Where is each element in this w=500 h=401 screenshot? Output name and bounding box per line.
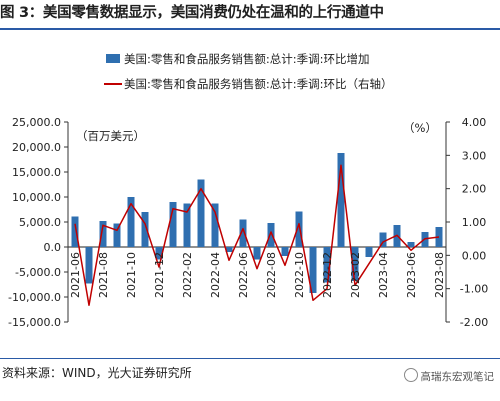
bar	[351, 247, 359, 281]
bar	[85, 247, 93, 284]
bar	[169, 202, 177, 247]
right-tick-label: -1.00	[460, 283, 488, 296]
left-tick-label: 15,000.0	[12, 166, 61, 179]
watermark: 高瑞东宏观笔记	[403, 368, 495, 384]
legend-line-label: 美国:零售和食品服务销售额:总计:季调:环比（右轴）	[124, 77, 393, 91]
x-tick-label: 2022-12	[321, 252, 334, 298]
bar	[113, 223, 121, 247]
bar	[379, 232, 387, 247]
bar	[309, 247, 317, 293]
bar	[197, 179, 205, 247]
bottom-rule	[0, 358, 500, 359]
x-tick-label: 2023-02	[349, 252, 362, 298]
tick-labels: 25,000.0 20,000.0 15,000.0 10,000.0 5,000.0 0…	[8, 116, 488, 329]
bar	[71, 216, 79, 247]
x-tick-label: 2022-04	[209, 252, 222, 298]
x-tick-label: 2022-02	[181, 252, 194, 298]
bar	[253, 247, 261, 260]
bar	[99, 221, 107, 247]
right-tick-label: 4.00	[462, 116, 487, 129]
x-tick-label: 2021-10	[125, 252, 138, 298]
right-tick-label: 2.00	[462, 183, 487, 196]
bar	[323, 247, 331, 283]
left-tick-label: 10,000.0	[12, 191, 61, 204]
right-unit-label: （%）	[403, 121, 437, 135]
bar	[155, 247, 163, 260]
x-tick-label: 2021-06	[69, 252, 82, 298]
legend-bar-swatch	[106, 54, 120, 63]
bar	[141, 212, 149, 247]
source-note: 资料来源：WIND，光大证券研究所	[2, 366, 192, 380]
left-tick-label: 5,000.0	[19, 216, 61, 229]
bar	[225, 247, 233, 252]
watermark-text: 高瑞东宏观笔记	[420, 371, 495, 383]
top-rule	[0, 28, 500, 30]
bar	[239, 219, 247, 247]
x-tick-label: 2022-06	[237, 252, 250, 298]
x-tick-label: 2022-08	[265, 252, 278, 298]
right-tick-label: 0.00	[462, 249, 487, 262]
x-tick-label: 2021-12	[153, 252, 166, 298]
left-tick-label: 0.0	[44, 241, 62, 254]
bar	[407, 242, 415, 247]
left-tick-label: -5,000.0	[15, 266, 61, 279]
wechat-logo-icon	[403, 368, 418, 382]
figure-title: 图 3：美国零售数据显示，美国消费仍处在温和的上行通道中	[0, 5, 384, 21]
left-tick-label: -10,000.0	[8, 291, 61, 304]
bar	[365, 247, 373, 257]
line-series	[74, 164, 440, 307]
bar	[281, 247, 289, 256]
bar	[337, 153, 345, 247]
legend: 美国:零售和食品服务销售额:总计:季调:环比增加美国:零售和食品服务销售额:总计…	[104, 52, 393, 91]
legend-bar-label: 美国:零售和食品服务销售额:总计:季调:环比增加	[124, 52, 370, 66]
left-unit-label: （百万美元）	[76, 129, 145, 143]
right-tick-label: -2.00	[460, 316, 488, 329]
right-tick-label: 1.00	[462, 216, 487, 229]
combo-chart: 25,000.0 20,000.0 15,000.0 10,000.0 5,000.0 0…	[8, 52, 488, 329]
line-path	[74, 164, 440, 307]
bar-series	[71, 153, 443, 293]
x-tick-label: 2021-08	[97, 252, 110, 298]
bar	[211, 203, 219, 247]
x-tick-label: 2023-08	[433, 252, 446, 298]
x-tick-label: 2023-06	[405, 252, 418, 298]
bar	[295, 211, 303, 247]
right-tick-label: 3.00	[462, 149, 487, 162]
bar	[127, 197, 135, 247]
x-tick-label: 2023-04	[377, 252, 390, 298]
left-tick-label: -15,000.0	[8, 316, 61, 329]
left-tick-label: 25,000.0	[12, 116, 61, 129]
bar	[183, 203, 191, 247]
x-tick-label: 2022-10	[293, 252, 306, 298]
left-tick-label: 20,000.0	[12, 141, 61, 154]
bar	[267, 223, 275, 247]
